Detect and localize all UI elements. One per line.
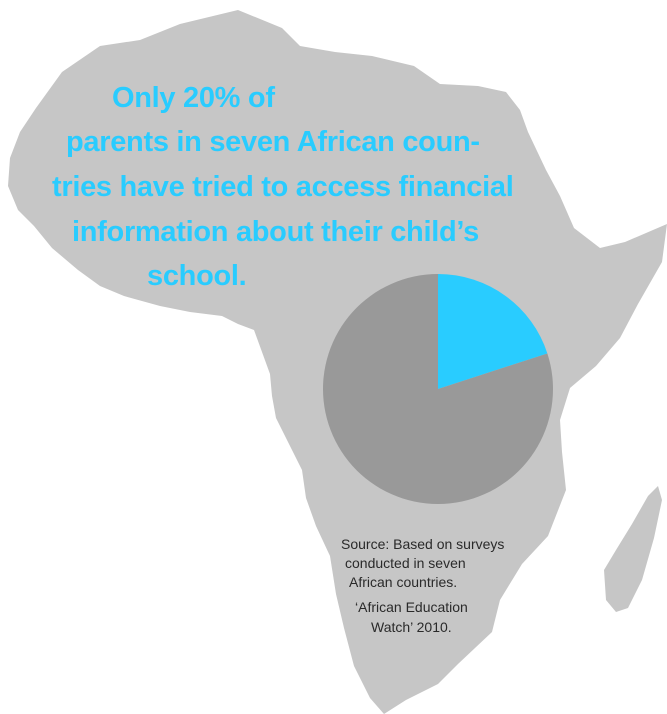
headline-line-5: school. xyxy=(147,260,247,292)
source-line-3: African countries. xyxy=(349,574,458,590)
source-line-2: conducted in seven xyxy=(345,555,466,571)
headline-line-3: tries have tried to access financial xyxy=(52,171,514,203)
madagascar-shape xyxy=(604,486,662,612)
headline-line-2: parents in seven African coun- xyxy=(66,126,480,158)
pie-slice-1 xyxy=(438,274,548,389)
headline-line-4: information about their child’s xyxy=(72,216,479,248)
pie-slice-2 xyxy=(322,274,553,504)
pie-chart xyxy=(322,274,553,504)
source-line-5: Watch’ 2010. xyxy=(371,619,452,635)
source-line-4: ‘African Education xyxy=(355,599,468,615)
headline-line-1: Only 20% of xyxy=(112,82,275,114)
source-line-1: Source: Based on surveys xyxy=(341,536,505,552)
